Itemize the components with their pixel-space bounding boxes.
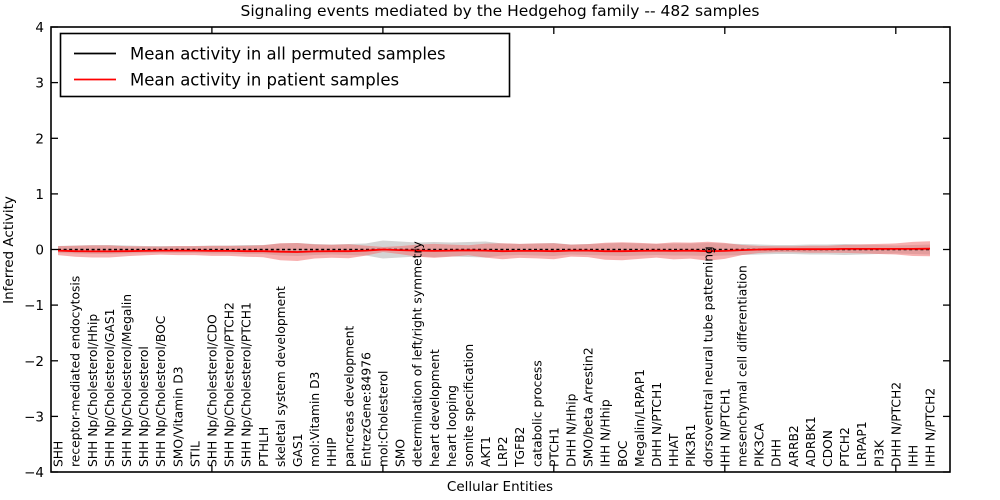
- category-label: receptor-mediated endocytosis: [69, 276, 83, 467]
- category-label: DHH N/PTCH1: [650, 382, 664, 467]
- category-label: skeletal system development: [274, 286, 288, 467]
- category-label: IHH: [907, 445, 921, 467]
- category-label: somite specification: [462, 344, 476, 467]
- legend-box: [59, 32, 511, 98]
- category-label: heart looping: [445, 385, 459, 467]
- category-label: AKT1: [479, 436, 493, 467]
- y-tick-label: 3: [35, 76, 44, 92]
- category-label: pancreas development: [342, 326, 356, 467]
- category-label-layer: SHH receptor-mediated endocytosis SHH Np/C…: [52, 241, 938, 468]
- category-label: SHH Np/Cholesterol/Hhip: [86, 314, 100, 467]
- category-label: IHH N/PTCH2: [924, 388, 938, 467]
- category-label: SHH Np/Cholesterol/PTCH1: [240, 302, 254, 467]
- category-label: SHH Np/Cholesterol/BOC: [154, 316, 168, 467]
- category-label: IHH N/PTCH1: [718, 388, 732, 467]
- legend-label-patient: Mean activity in patient samples: [130, 71, 399, 90]
- category-label: PTHLH: [257, 427, 271, 467]
- y-tick-label: 0: [35, 243, 44, 259]
- category-label: LRP2: [496, 436, 510, 467]
- category-label: SMO/beta Arrestin2: [582, 347, 596, 467]
- category-label: IHH N/Hhip: [599, 399, 613, 467]
- category-label: SMO: [394, 439, 408, 467]
- category-label: DHH: [770, 439, 784, 467]
- category-label: HHAT: [667, 433, 681, 467]
- legend: Mean activity in all permuted samples Me…: [59, 32, 511, 98]
- category-label: dorsoventral neural tube patterning: [701, 246, 715, 467]
- category-label: heart development: [428, 349, 442, 467]
- chart-title: Signaling events mediated by the Hedgeho…: [241, 2, 760, 20]
- y-tick-label: 1: [35, 187, 44, 203]
- y-tick-label: −4: [24, 465, 44, 481]
- category-label: ARRB2: [787, 425, 801, 467]
- category-label: mol:Cholesterol: [377, 371, 391, 467]
- category-label: EntrezGene:84976: [359, 352, 373, 467]
- category-label: TGFB2: [513, 427, 527, 468]
- category-label: SHH Np/Cholesterol/GAS1: [103, 309, 117, 467]
- category-label: LRPAP1: [855, 421, 869, 467]
- category-label: SHH Np/Cholesterol: [137, 346, 151, 467]
- category-label: DHH N/Hhip: [565, 393, 579, 467]
- category-label: SHH: [52, 441, 66, 467]
- series-line-1: [57, 247, 931, 253]
- category-label: DHH N/PTCH2: [889, 382, 903, 467]
- category-label: mesenchymal cell differentiation: [736, 265, 750, 467]
- category-label: STIL: [188, 441, 202, 467]
- category-label: SHH Np/Cholesterol/PTCH2: [223, 302, 237, 467]
- line-layer: [57, 247, 931, 253]
- category-label: CDON: [821, 430, 835, 467]
- category-label: PI3K: [872, 439, 886, 467]
- category-label: HHIP: [325, 437, 339, 467]
- y-tick-label: −3: [24, 409, 44, 425]
- category-label: ADRBK1: [804, 416, 818, 467]
- category-label: PIK3R1: [684, 424, 698, 467]
- category-label: PTCH1: [547, 427, 561, 467]
- category-label: PTCH2: [838, 427, 852, 467]
- category-label: Megalin/LRPAP1: [633, 369, 647, 467]
- category-label: SHH Np/Cholesterol/CDO: [206, 314, 220, 467]
- y-tick-label: 2: [35, 131, 44, 147]
- y-tick-label: −1: [24, 298, 44, 314]
- tick-layer: [51, 26, 950, 473]
- category-label: SMO/Vitamin D3: [171, 366, 185, 467]
- category-label: GAS1: [291, 433, 305, 467]
- x-axis-label: Cellular Entities: [447, 479, 553, 495]
- category-label: catabolic process: [530, 360, 544, 467]
- legend-label-permuted: Mean activity in all permuted samples: [130, 45, 446, 64]
- category-label: BOC: [616, 441, 630, 468]
- y-axis-label: Inferred Activity: [1, 196, 17, 304]
- y-tick-label: 4: [35, 20, 44, 36]
- category-label: mol:Vitamin D3: [308, 372, 322, 467]
- category-label: determination of left/right symmetry: [411, 241, 425, 467]
- category-label: SHH Np/Cholesterol/Megalin: [120, 294, 134, 467]
- tick-label-layer: 4 3 2 1 0 −1 −2 −3 −4: [24, 20, 44, 481]
- y-tick-label: −2: [24, 354, 44, 370]
- category-label: PIK3CA: [753, 422, 767, 467]
